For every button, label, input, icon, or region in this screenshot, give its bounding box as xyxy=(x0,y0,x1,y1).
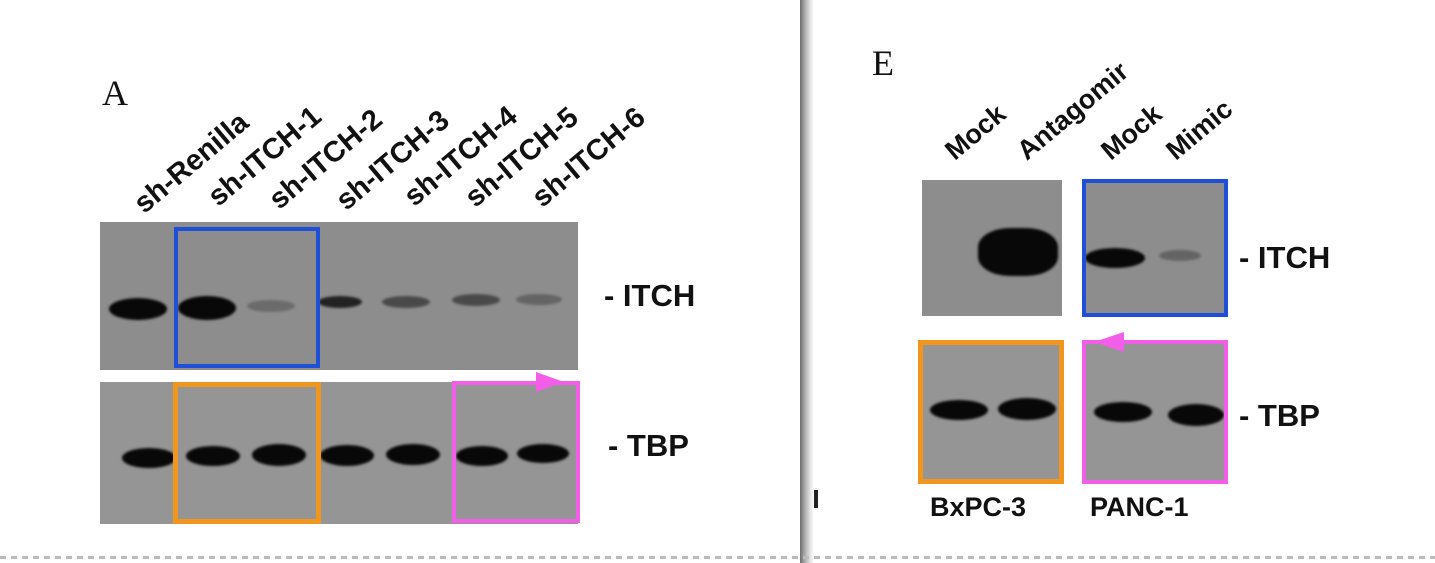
tbp-band-sh-renilla xyxy=(122,448,176,468)
blue-highlight-box-e xyxy=(1082,179,1228,317)
protein-label-tbp-e: - TBP xyxy=(1239,398,1320,433)
protein-label-itch-a: - ITCH xyxy=(604,278,696,313)
itch-band-sh-itch-4 xyxy=(382,296,430,308)
pink-arrow-left-icon xyxy=(1094,332,1124,352)
itch-blot-bxpc3 xyxy=(922,180,1062,316)
tbp-band-antagomir xyxy=(998,398,1056,420)
itch-band-sh-itch-1 xyxy=(178,296,236,320)
tbp-blot-bxpc3 xyxy=(918,340,1064,484)
tbp-band-sh-itch-2 xyxy=(252,444,306,466)
protein-label-itch-e: - ITCH xyxy=(1239,240,1331,275)
tbp-blot-a xyxy=(100,382,578,524)
tbp-band-sh-itch-5 xyxy=(456,446,508,466)
tbp-band-sh-itch-6 xyxy=(517,444,569,463)
itch-blot-a xyxy=(100,222,578,370)
page-divider xyxy=(800,0,814,563)
itch-band-sh-itch-3 xyxy=(318,296,362,308)
cell-line-label-panc1: PANC-1 xyxy=(1090,492,1189,522)
cell-line-label-bxpc3: BxPC-3 xyxy=(930,492,1027,522)
tbp-blot-panc1 xyxy=(1082,340,1228,484)
itch-band-mock-panc1 xyxy=(1085,248,1145,268)
edge-mark xyxy=(814,490,818,508)
pink-arrow-right-icon xyxy=(536,372,564,392)
orange-highlight-box-e xyxy=(918,340,1064,484)
lane-label-mock-panc1: Mock xyxy=(1095,98,1168,166)
panel-a: A sh-Renilla sh-ITCH-1 sh-ITCH-2 sh-ITCH… xyxy=(100,73,696,524)
tbp-band-sh-itch-3 xyxy=(320,445,374,466)
bottom-dotted-line xyxy=(0,556,1435,559)
pink-highlight-box-a xyxy=(452,381,580,523)
itch-band-sh-itch-5 xyxy=(452,294,500,306)
panel-e: E Mock Antagomir Mock Mimic - ITCH - TBP… xyxy=(814,0,1435,563)
itch-blot-panc1 xyxy=(1083,180,1227,316)
pink-highlight-box-e xyxy=(1082,340,1228,484)
tbp-band-sh-itch-1 xyxy=(186,446,240,466)
lane-label-mimic: Mimic xyxy=(1160,93,1239,166)
itch-band-sh-itch-6 xyxy=(516,294,562,305)
itch-band-antagomir xyxy=(978,228,1058,276)
protein-label-tbp-a: - TBP xyxy=(608,428,689,463)
tbp-band-mock-bxpc3 xyxy=(930,400,988,420)
itch-band-sh-renilla xyxy=(109,298,167,320)
tbp-band-sh-itch-4 xyxy=(386,444,440,465)
panel-a-letter: A xyxy=(102,73,128,113)
panel-e-letter: E xyxy=(872,43,894,83)
orange-highlight-box-a xyxy=(173,382,321,524)
itch-band-sh-itch-2 xyxy=(247,300,295,312)
itch-band-mimic xyxy=(1159,250,1201,261)
tbp-band-mimic xyxy=(1168,404,1224,426)
tbp-band-mock-panc1 xyxy=(1094,402,1152,422)
blue-highlight-box-a xyxy=(174,227,320,368)
lane-label-mock-bxpc3: Mock xyxy=(939,98,1012,166)
